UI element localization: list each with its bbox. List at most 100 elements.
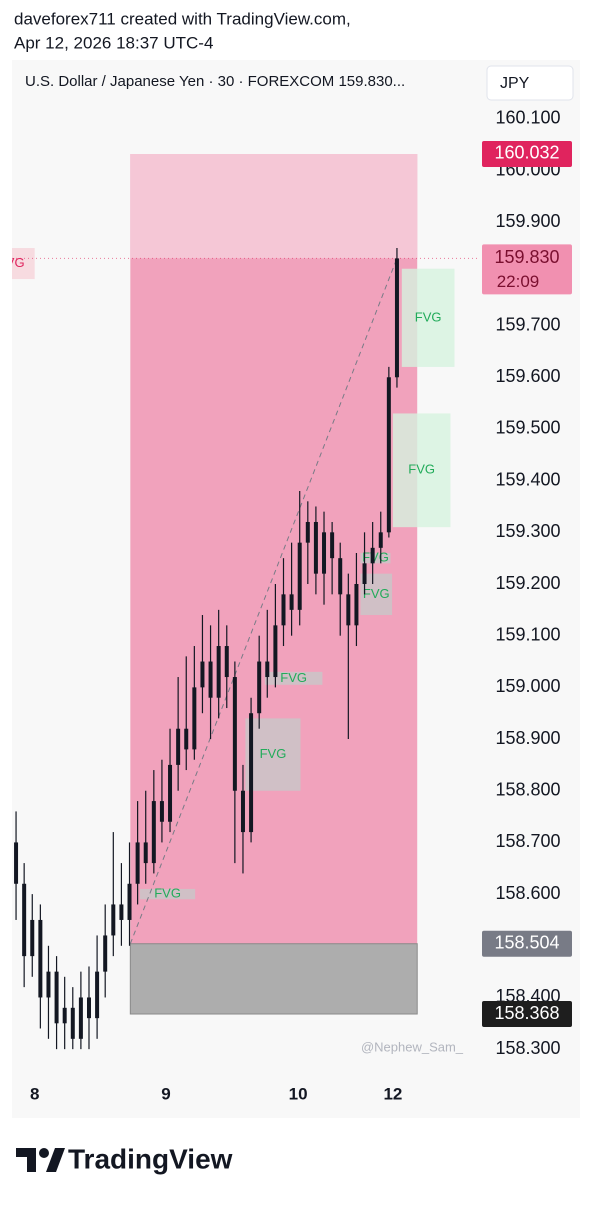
fvg-label: FVG bbox=[408, 462, 435, 477]
price-badge-label: 158.504 bbox=[494, 932, 559, 952]
candle-body bbox=[86, 997, 91, 1019]
candle-body bbox=[208, 661, 213, 698]
fvg-zone bbox=[12, 248, 35, 280]
candle-body bbox=[14, 842, 19, 884]
y-tick-label: 158.800 bbox=[495, 779, 560, 799]
fvg-zone bbox=[264, 671, 323, 685]
candle-body bbox=[168, 764, 173, 822]
y-tick-label: 159.900 bbox=[495, 211, 560, 231]
header-line: Apr 12, 2026 18:37 UTC-4 bbox=[14, 33, 213, 52]
fvg-label: FVG bbox=[362, 550, 389, 565]
candle-body bbox=[378, 532, 383, 548]
candle-body bbox=[38, 919, 43, 998]
y-tick-label: 159.100 bbox=[495, 624, 560, 644]
candle-body bbox=[354, 584, 359, 626]
logo-icon bbox=[16, 1148, 36, 1172]
candle-body bbox=[322, 532, 327, 574]
candle-body bbox=[30, 919, 35, 957]
candle-body bbox=[370, 547, 375, 564]
y-tick-label: 159.700 bbox=[495, 314, 560, 334]
currency-box[interactable] bbox=[486, 65, 574, 101]
candle-body bbox=[22, 883, 27, 957]
price-badge-label: 158.368 bbox=[494, 1003, 559, 1023]
fvg-label: FVG bbox=[0, 255, 25, 270]
candle-body bbox=[46, 971, 51, 998]
candle-body bbox=[330, 532, 335, 559]
y-tick-label: 159.600 bbox=[495, 366, 560, 386]
candle-body bbox=[119, 904, 124, 920]
candle-body bbox=[159, 801, 164, 822]
candle-body bbox=[95, 971, 100, 1019]
candle-body bbox=[297, 542, 302, 610]
candle-body bbox=[62, 1007, 67, 1024]
candle-body bbox=[338, 558, 343, 595]
y-tick-label: 158.700 bbox=[495, 831, 560, 851]
fvg-zone bbox=[245, 718, 301, 791]
x-tick-label: 8 bbox=[30, 1084, 39, 1103]
fvg-zone bbox=[140, 888, 196, 900]
trade-path bbox=[129, 258, 398, 944]
countdown: 22:09 bbox=[497, 272, 540, 291]
price-badge-label: 160.032 bbox=[494, 143, 559, 163]
price-badge bbox=[482, 1001, 572, 1028]
y-tick-label: 159.400 bbox=[495, 469, 560, 489]
candle-body bbox=[103, 935, 108, 972]
last-price-badge bbox=[482, 244, 572, 295]
candle-body bbox=[216, 646, 221, 698]
candle-body bbox=[305, 521, 310, 543]
candle-body bbox=[240, 790, 245, 833]
fvg-label: FVG bbox=[280, 670, 307, 685]
target-remaining-zone bbox=[130, 153, 418, 259]
candle-body bbox=[386, 377, 391, 533]
y-tick-label: 159.200 bbox=[495, 573, 560, 593]
y-tick-label: 159.000 bbox=[495, 676, 560, 696]
candle-body bbox=[346, 594, 351, 626]
candle-body bbox=[281, 594, 286, 626]
currency[interactable]: JPY bbox=[500, 75, 530, 92]
candle-body bbox=[54, 971, 59, 1024]
candle-body bbox=[249, 713, 254, 833]
candle-body bbox=[200, 661, 205, 688]
candle-body bbox=[362, 563, 367, 585]
price-axis: 160.100160.000159.900159.800159.700159.6… bbox=[30, 108, 572, 1103]
candle-body bbox=[313, 521, 318, 574]
candle-body bbox=[135, 842, 140, 884]
price-badge bbox=[482, 930, 572, 957]
candle-body bbox=[257, 661, 262, 714]
y-tick-label: 158.900 bbox=[495, 728, 560, 748]
candle-body bbox=[394, 258, 399, 378]
fvg-label: FVG bbox=[154, 886, 181, 901]
candle-body bbox=[192, 687, 197, 750]
y-tick-label: 159.500 bbox=[495, 418, 560, 438]
last-price-label: 159.830 bbox=[494, 247, 559, 267]
candle-body bbox=[224, 646, 229, 678]
stop-zone bbox=[129, 943, 418, 1015]
watermark: @Nephew_Sam_ bbox=[361, 1039, 464, 1054]
candle-body bbox=[127, 883, 132, 920]
fvg-zone bbox=[360, 552, 391, 564]
brand: TradingView bbox=[68, 1143, 233, 1174]
y-tick-label: 158.600 bbox=[495, 883, 560, 903]
candle-body bbox=[176, 728, 181, 765]
candle-body bbox=[143, 842, 148, 864]
candle-body bbox=[232, 677, 237, 791]
candle-body bbox=[289, 594, 294, 610]
fvg-label: FVG bbox=[363, 586, 390, 601]
fvg-label: FVG bbox=[260, 746, 287, 761]
fvg-zone bbox=[401, 268, 455, 367]
fvg-zone bbox=[392, 413, 451, 528]
candle-body bbox=[111, 904, 116, 936]
chart-title: U.S. Dollar / Japanese Yen · 30 · FOREXC… bbox=[25, 73, 405, 90]
y-tick-label: 160.100 bbox=[495, 108, 560, 128]
fvg-label: FVG bbox=[415, 309, 442, 324]
x-tick-label: 9 bbox=[161, 1084, 170, 1103]
header-line: daveforex711 created with TradingView.co… bbox=[14, 9, 351, 28]
candle-body bbox=[265, 661, 270, 678]
x-tick-label: 10 bbox=[289, 1084, 308, 1103]
logo-icon bbox=[39, 1148, 49, 1158]
logo bbox=[16, 1148, 65, 1172]
y-tick-label: 159.300 bbox=[495, 521, 560, 541]
y-tick-label: 158.300 bbox=[495, 1038, 560, 1058]
